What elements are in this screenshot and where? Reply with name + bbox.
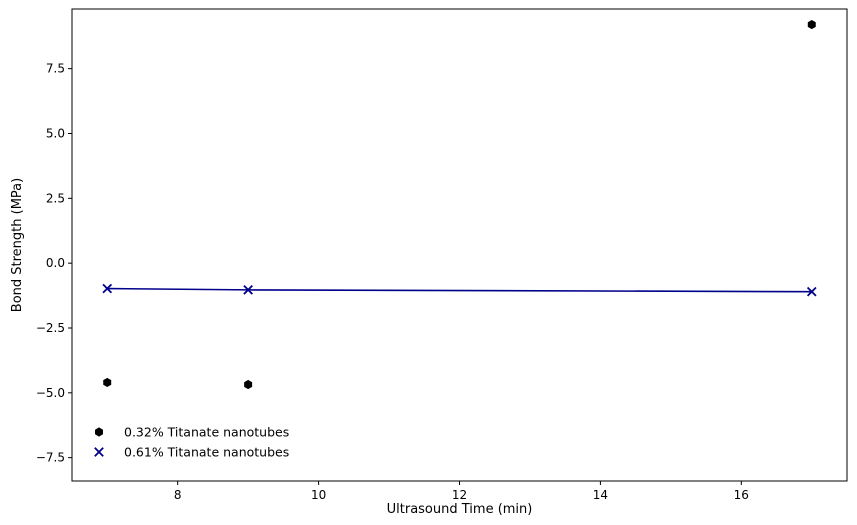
y-tick-label: 2.5	[46, 191, 65, 205]
x-tick-label: 10	[311, 488, 326, 502]
y-tick-label: 0.0	[46, 256, 65, 270]
y-axis-label: Bond Strength (MPa)	[10, 178, 25, 312]
series-0-point	[244, 379, 253, 390]
legend-marker-0	[95, 427, 103, 437]
x-axis-ticks: 8 10 12 14 16	[174, 481, 749, 502]
legend-marker-1	[94, 447, 104, 457]
legend: 0.32% Titanate nanotubes 0.61% Titanate n…	[94, 425, 289, 460]
y-axis-ticks: −7.5 −5.0 −2.5 0.0 2.5 5.0 7.5	[36, 62, 72, 465]
y-tick-label: −2.5	[36, 321, 65, 335]
plot-background	[72, 9, 847, 481]
series-0-point	[807, 19, 816, 30]
y-tick-label: 5.0	[46, 126, 65, 140]
series-1-point	[102, 283, 113, 294]
legend-label-1: 0.61% Titanate nanotubes	[124, 445, 289, 460]
x-tick-label: 8	[174, 488, 182, 502]
legend-label-0: 0.32% Titanate nanotubes	[124, 425, 289, 440]
series-markers	[102, 19, 817, 390]
y-tick-label: −5.0	[36, 386, 65, 400]
x-axis-label: Ultrasound Time (min)	[387, 502, 533, 517]
x-tick-label: 12	[452, 488, 467, 502]
y-tick-label: 7.5	[46, 62, 65, 76]
y-tick-label: −7.5	[36, 451, 65, 465]
x-tick-label: 14	[593, 488, 608, 502]
series-1-point	[806, 286, 817, 297]
series-0-point	[103, 377, 112, 388]
x-tick-label: 16	[734, 488, 749, 502]
series-1-point	[243, 285, 253, 295]
